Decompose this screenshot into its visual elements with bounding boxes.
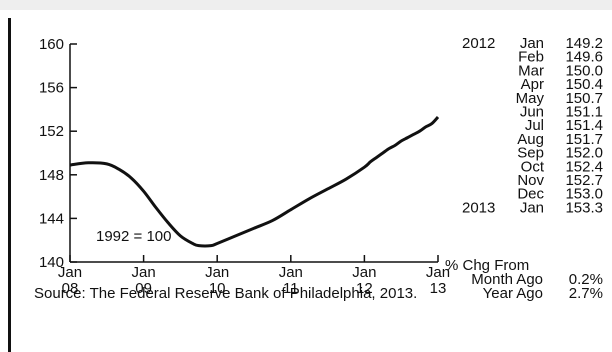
table-value: 151.4	[565, 117, 603, 134]
x-tick-year: 13	[430, 280, 447, 297]
pct-change-label: Month Ago	[471, 271, 543, 288]
index-line	[69, 116, 440, 248]
x-tick-year: 10	[209, 280, 226, 297]
table-month: May	[516, 90, 545, 107]
table-month: Dec	[517, 186, 544, 203]
chart-axes	[69, 44, 438, 263]
x-tick-year: 12	[356, 280, 373, 297]
left-rule	[8, 18, 11, 352]
table-value: 152.7	[565, 172, 603, 189]
table-month: Mar	[518, 62, 544, 79]
table-month: Jan	[520, 199, 544, 216]
y-tick-label: 144	[39, 210, 64, 227]
table-month: Nov	[517, 172, 544, 189]
table-value: 153.0	[565, 186, 603, 203]
table-value: 151.1	[565, 104, 603, 121]
table-month: Feb	[518, 49, 544, 66]
table-month: Sep	[517, 145, 544, 162]
table-year: 2013	[462, 199, 495, 216]
x-tick-month: Jan	[58, 264, 82, 281]
y-tick-label: 160	[39, 36, 64, 53]
x-tick-year: 11	[283, 280, 299, 297]
table-month: Jul	[525, 117, 544, 134]
pct-change-label: Year Ago	[483, 285, 543, 302]
table-value: 149.6	[565, 49, 603, 66]
table-value: 149.2	[565, 35, 603, 52]
table-value: 150.7	[565, 90, 603, 107]
x-tick-month: Jan	[352, 264, 376, 281]
table-value: 153.3	[565, 199, 603, 216]
top-band	[0, 0, 612, 10]
table-year: 2012	[462, 35, 495, 52]
table-value: 150.0	[565, 62, 603, 79]
source-note: Source: The Federal Reserve Bank of Phil…	[34, 285, 418, 302]
table-month: Aug	[517, 131, 544, 148]
pct-change-value: 0.2%	[569, 271, 603, 288]
x-tick-month: Jan	[205, 264, 229, 281]
table-value: 151.7	[565, 131, 603, 148]
y-tick-label: 156	[39, 80, 64, 97]
x-tick-year: 08	[62, 280, 79, 297]
table-value: 152.4	[565, 158, 603, 175]
table-month: Jun	[520, 104, 544, 121]
base-year-note: 1992 = 100	[96, 228, 172, 245]
y-ticks: 140 144 148 152 156 160	[39, 36, 77, 271]
table-month: Oct	[521, 158, 545, 175]
x-tick-month: Jan	[426, 264, 450, 281]
y-tick-label: 140	[39, 254, 64, 271]
x-tick-year: 09	[135, 280, 152, 297]
y-tick-label: 148	[39, 167, 64, 184]
y-tick-label: 152	[39, 123, 64, 140]
chart-series	[69, 116, 440, 248]
table-value: 150.4	[565, 76, 603, 93]
table-month: Jan	[520, 35, 544, 52]
index-table: 2012 Jan 149.2 Feb 149.6 Mar 150.0 Apr 150.4 May 1…	[445, 35, 603, 302]
table-month: Apr	[521, 76, 544, 93]
pct-change-heading: % Chg From	[445, 257, 529, 274]
x-tick-month: Jan	[132, 264, 156, 281]
x-tick-month: Jan	[279, 264, 303, 281]
table-value: 152.0	[565, 145, 603, 162]
pct-change-value: 2.7%	[569, 285, 603, 302]
